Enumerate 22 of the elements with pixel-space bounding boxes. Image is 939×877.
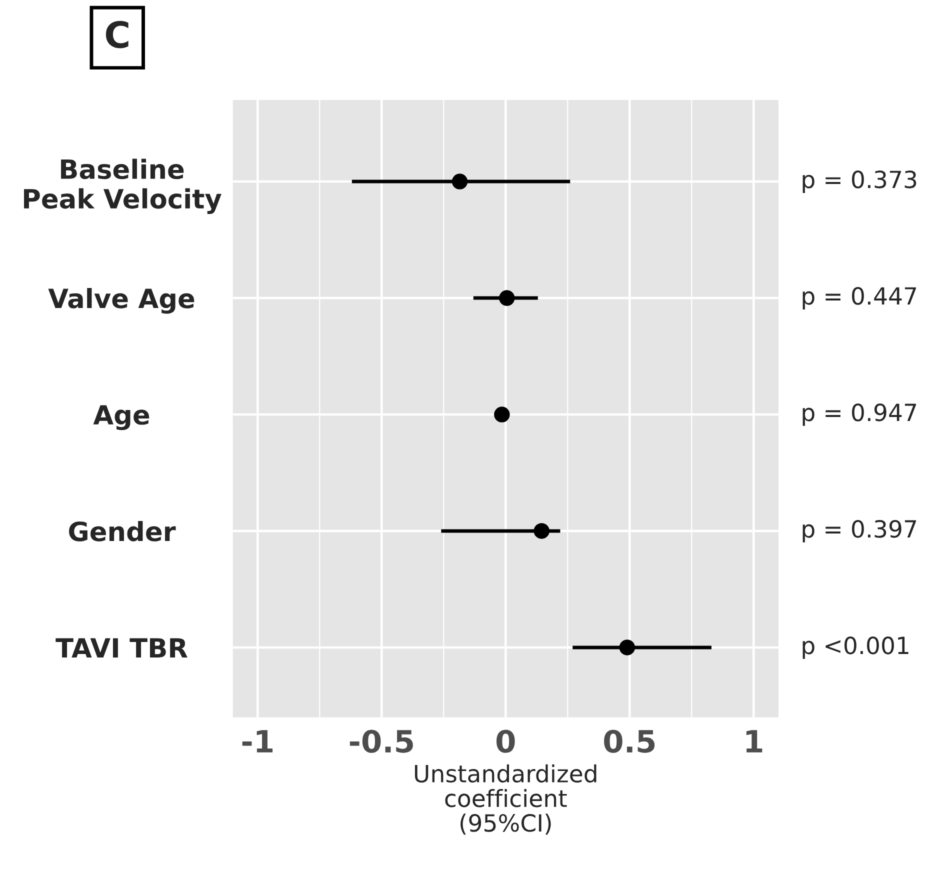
text: p <0.001 xyxy=(802,636,908,659)
y-tick-label: Age xyxy=(93,405,150,430)
text: p = 0.947 xyxy=(802,404,916,426)
y-tick-label: Valve Age xyxy=(48,288,194,314)
point xyxy=(619,640,636,656)
text: p = 0.447 xyxy=(802,287,916,310)
x-axis-title: Unstandardized coefficient (95%CI) xyxy=(414,764,596,835)
x-tick-label: 1 xyxy=(746,730,762,752)
x-tick-label: 0 xyxy=(496,730,515,753)
text: p = 0.373 xyxy=(802,170,916,193)
x-tick-label: 0.5 xyxy=(604,730,655,753)
point xyxy=(534,523,550,539)
point xyxy=(499,290,515,306)
point xyxy=(452,174,468,190)
text: C xyxy=(106,20,128,48)
text: p = 0.397 xyxy=(802,520,916,542)
y-tick-label: Gender xyxy=(69,520,176,542)
point xyxy=(494,406,510,422)
y-tick-label: Baseline Peak Velocity xyxy=(24,158,222,214)
x-tick-label: -0.5 xyxy=(350,730,413,753)
y-tick-label: TAVI TBR xyxy=(56,638,188,658)
x-tick-label: -1 xyxy=(242,730,273,752)
